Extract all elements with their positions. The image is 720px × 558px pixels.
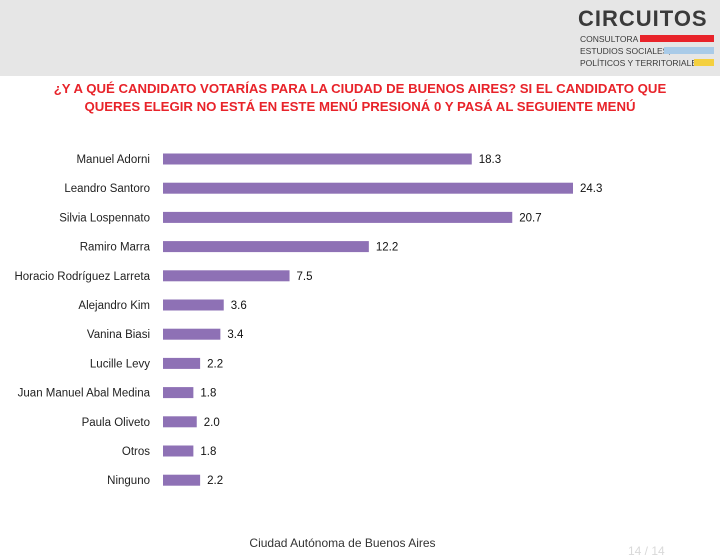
circuitos-logo: CIRCUITOS CONSULTORA DE ESTUDIOS SOCIALE… (578, 6, 716, 72)
bar (163, 357, 201, 369)
bar (163, 182, 573, 194)
logo-bar-blue (664, 47, 714, 54)
category-label: Ramiro Marra (80, 242, 151, 254)
category-label: Leandro Santoro (64, 183, 150, 195)
category-label: Horacio Rodríguez Larreta (14, 271, 150, 283)
category-label: Lucille Levy (90, 358, 150, 370)
bar (163, 211, 513, 223)
category-label: Juan Manuel Abal Medina (18, 388, 151, 400)
bar (163, 270, 290, 282)
logo-bar-yellow (694, 59, 714, 66)
value-label: 2.0 (204, 417, 220, 429)
footer-location: Ciudad Autónoma de Buenos Aires (249, 536, 436, 550)
category-label: Manuel Adorni (76, 154, 150, 166)
logo-line-2: ESTUDIOS SOCIALES, (580, 46, 671, 56)
value-label: 24.3 (580, 183, 602, 195)
value-label: 1.8 (200, 446, 216, 458)
value-label: 12.2 (376, 242, 398, 254)
category-label: Silvia Lospennato (59, 212, 150, 224)
bar (163, 328, 221, 340)
bar (163, 153, 472, 165)
bar (163, 387, 194, 399)
value-label: 3.6 (231, 300, 247, 312)
question-line-2: QUERES ELEGIR NO ESTÁ EN ESTE MENÚ PRESI… (84, 99, 636, 114)
logo-bar-red (640, 35, 714, 42)
category-label: Alejandro Kim (78, 300, 150, 312)
header-band (0, 0, 720, 76)
category-label: Paula Oliveto (82, 417, 150, 429)
survey-question: ¿Y A QUÉ CANDIDATO VOTARÍAS PARA LA CIUD… (0, 80, 720, 116)
value-label: 1.8 (200, 388, 216, 400)
value-label: 2.2 (207, 475, 223, 487)
category-label: Otros (122, 446, 150, 458)
logo-line-3: POLÍTICOS Y TERRITORIALES (580, 58, 703, 68)
bar (163, 241, 369, 253)
value-label: 3.4 (227, 329, 244, 341)
logo-line-1: CONSULTORA DE (580, 34, 652, 44)
question-line-1: ¿Y A QUÉ CANDIDATO VOTARÍAS PARA LA CIUD… (53, 81, 667, 96)
bar (163, 299, 224, 311)
bar-chart: Manuel Adorni 18.3 Leandro Santoro 24.3 Silv… (14, 153, 602, 487)
category-label: Vanina Biasi (87, 329, 150, 341)
page-number: 14 / 14 (628, 544, 665, 558)
value-label: 18.3 (479, 154, 501, 166)
logo-title: CIRCUITOS (578, 6, 708, 31)
value-label: 7.5 (297, 271, 313, 283)
bar (163, 445, 194, 457)
category-label: Ninguno (107, 475, 150, 487)
bar (163, 416, 197, 428)
value-label: 2.2 (207, 358, 223, 370)
bar (163, 474, 201, 486)
value-label: 20.7 (519, 212, 541, 224)
